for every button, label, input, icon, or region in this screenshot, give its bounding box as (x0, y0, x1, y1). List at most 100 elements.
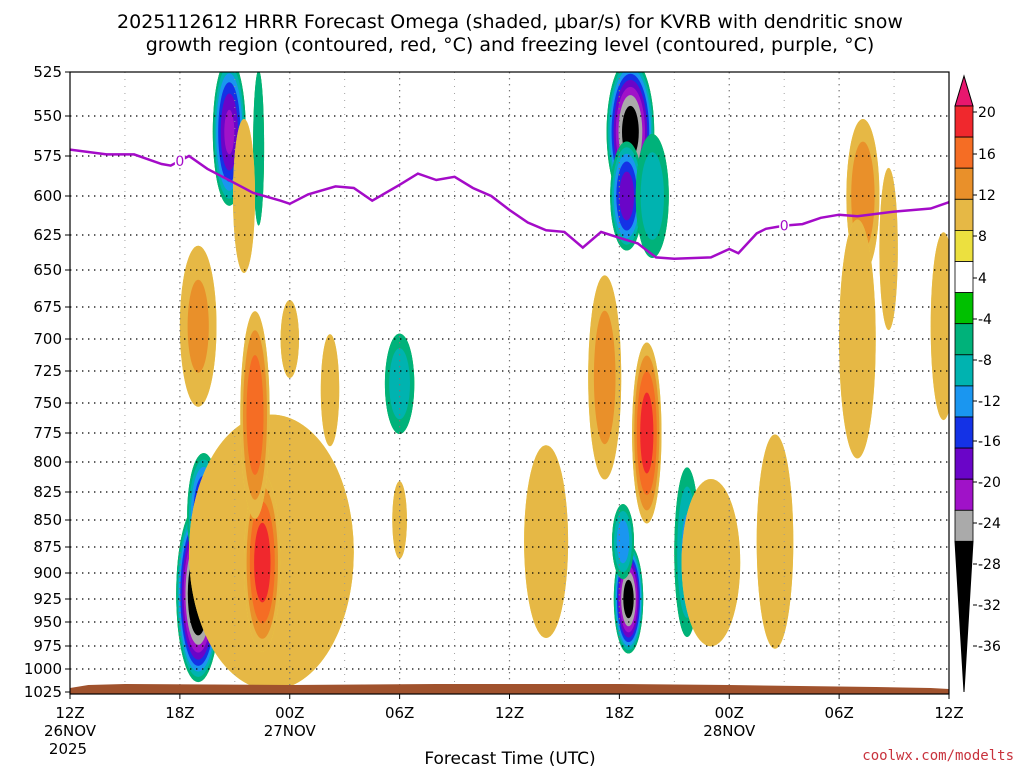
x-tick-label: 18Z (165, 704, 194, 722)
grid-lines (70, 72, 949, 694)
surface-terrain (70, 684, 949, 694)
omega-contour-band (756, 434, 794, 649)
colorbar-label: -24 (978, 516, 1001, 532)
omega-contour-band (187, 279, 209, 373)
x-tick-label: 00Z (715, 704, 744, 722)
plot-area: 00 (70, 72, 949, 694)
colorbar-swatch (954, 323, 974, 356)
omega-contour-band (930, 232, 949, 421)
omega-contour-band (392, 481, 407, 559)
colorbar-swatch (954, 478, 974, 511)
omega-contour-band (320, 334, 340, 447)
chart-title-line-2: growth region (contoured, red, °C) and f… (146, 34, 875, 56)
omega-contour-band (224, 109, 235, 155)
freezing-level-label: 0 (780, 219, 789, 235)
omega-feature (930, 232, 949, 421)
y-tick-label: 725 (33, 362, 62, 380)
omega-contour-band (616, 519, 630, 564)
y-tick-label: 950 (33, 613, 62, 631)
colorbar: 20 16 12 8 4 -4 -8 -12 -16 -20 -24 -28 -32 -36 (954, 74, 1001, 693)
x-axis-title: Forecast Time (UTC) (424, 749, 595, 768)
x-tick-label: 00Z (275, 704, 304, 722)
omega-shading (176, 72, 949, 690)
colorbar-bottom-arrow (954, 540, 974, 693)
omega-feature (320, 334, 340, 447)
y-tick-label: 650 (33, 261, 62, 279)
colorbar-label: 20 (978, 105, 996, 121)
y-tick-label: 625 (33, 226, 62, 244)
chart-title-line-1: 2025112612 HRRR Forecast Omega (shaded, … (117, 11, 903, 33)
colorbar-label: -28 (978, 557, 1001, 573)
omega-feature (879, 167, 898, 331)
omega-contour-band (246, 355, 264, 475)
y-tick-label: 550 (33, 107, 62, 125)
colorbar-swatch (954, 198, 974, 231)
colorbar-label: -20 (978, 475, 1001, 491)
x-year-label: 2025 (49, 740, 87, 758)
colorbar-label: 16 (978, 147, 996, 163)
colorbar-swatch (954, 354, 974, 387)
y-tick-label: 700 (33, 330, 62, 348)
omega-feature (524, 445, 569, 638)
colorbar-label: -4 (978, 312, 992, 328)
omega-contour-band (681, 478, 741, 647)
omega-contour-band (593, 310, 616, 445)
y-tick-label: 850 (33, 511, 62, 529)
x-tick-label: 12Z (55, 704, 84, 722)
omega-feature (280, 300, 299, 378)
omega-contour-band (879, 167, 898, 331)
terrain-fill (70, 684, 949, 694)
omega-feature (240, 311, 270, 519)
credit-text: coolwx.com/modelts (862, 748, 1014, 764)
omega-feature (179, 245, 217, 407)
y-tick-label: 900 (33, 564, 62, 582)
omega-feature (392, 481, 407, 559)
omega-feature (243, 473, 281, 652)
omega-contour-band (619, 171, 635, 221)
colorbar-swatch (954, 447, 974, 480)
omega-feature (384, 333, 415, 434)
omega-feature (612, 504, 634, 580)
y-tick-label: 875 (33, 538, 62, 556)
omega-feature (681, 478, 741, 647)
omega-contour-band (524, 445, 569, 638)
colorbar-swatch (954, 229, 974, 262)
y-tick-label: 975 (33, 637, 62, 655)
x-date-label: 26NOV (44, 722, 97, 740)
y-tick-label: 1000 (24, 660, 62, 678)
omega-feature (253, 72, 265, 226)
colorbar-swatch (954, 261, 974, 294)
omega-contour-band (839, 219, 876, 459)
colorbar-label: 8 (978, 229, 987, 245)
colorbar-swatch (954, 292, 974, 325)
omega-contour-band (280, 300, 299, 378)
colorbar-label: -16 (978, 434, 1001, 450)
y-axis: 525 550 575 600 625 650 675 700 725 750 775 800 825 8… (24, 63, 70, 701)
colorbar-label: 4 (978, 271, 987, 287)
y-tick-label: 925 (33, 590, 62, 608)
colorbar-swatch (954, 167, 974, 200)
x-date-label: 27NOV (264, 722, 317, 740)
omega-feature (839, 219, 876, 459)
colorbar-label: -36 (978, 639, 1001, 655)
y-tick-label: 525 (33, 63, 62, 81)
omega-feature (588, 275, 622, 480)
colorbar-label: 12 (978, 188, 996, 204)
y-tick-label: 600 (33, 187, 62, 205)
x-tick-label: 06Z (824, 704, 853, 722)
colorbar-label: -12 (978, 394, 1001, 410)
omega-contour-band (253, 72, 265, 226)
x-tick-label: 12Z (495, 704, 524, 722)
y-tick-label: 675 (33, 298, 62, 316)
colorbar-swatch (954, 509, 974, 542)
colorbar-label: -8 (978, 353, 992, 369)
colorbar-swatch (954, 136, 974, 169)
omega-feature (610, 141, 644, 251)
colorbar-label: -32 (978, 598, 1001, 614)
x-tick-label: 12Z (934, 704, 963, 722)
colorbar-swatch (954, 416, 974, 449)
omega-feature (756, 434, 794, 649)
y-tick-label: 825 (33, 483, 62, 501)
x-tick-label: 18Z (605, 704, 634, 722)
